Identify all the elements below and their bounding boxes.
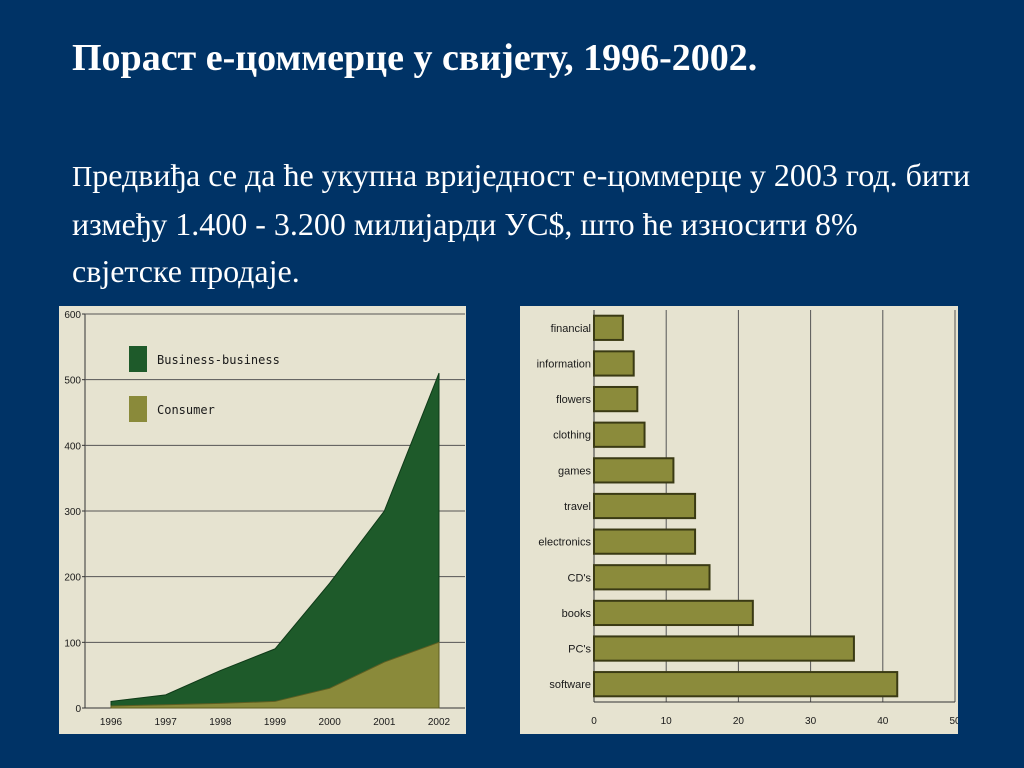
- y-tick-label: 200: [64, 573, 81, 584]
- body-rest: редвиђа се да ће укупна вриједност е-цом…: [72, 157, 971, 289]
- x-tick-label: 50: [949, 716, 958, 727]
- legend-swatch: [129, 346, 147, 372]
- category-label: games: [558, 465, 592, 477]
- y-tick-label: 600: [64, 310, 81, 321]
- ecommerce-categories-bar-chart: 0 10 20 30 40 50 financial information flowers cl…: [520, 306, 958, 734]
- bar: [593, 421, 646, 448]
- x-tick-label: 2001: [373, 717, 396, 728]
- bar: [593, 599, 754, 627]
- bar: [593, 457, 675, 484]
- category-label: information: [537, 358, 591, 370]
- bar-chart-svg: 0 10 20 30 40 50 financial information flowers cl…: [537, 310, 958, 727]
- y-tick-label: 300: [64, 507, 81, 518]
- legend-label: Business-business: [157, 353, 280, 367]
- x-tick-label: 2002: [428, 717, 451, 728]
- bar: [593, 528, 697, 555]
- category-label: clothing: [553, 430, 591, 442]
- category-label: electronics: [538, 537, 591, 549]
- x-tick-label: 2000: [319, 717, 342, 728]
- category-label: travel: [564, 501, 591, 513]
- bar: [593, 350, 635, 377]
- y-tick-label: 0: [75, 704, 81, 715]
- series-area-consumer: [110, 641, 440, 709]
- category-label: PC's: [568, 644, 591, 656]
- slide-body-text: Предвиђа се да ће укупна вриједност е-цо…: [72, 152, 972, 295]
- category-label: flowers: [556, 394, 591, 406]
- y-tick-label: 500: [64, 376, 81, 387]
- slide-title: Пораст е-цоммерце у свијету, 1996-2002.: [72, 37, 758, 79]
- x-tick-label: 1996: [100, 717, 123, 728]
- x-tick-label: 40: [877, 716, 889, 727]
- ecommerce-growth-area-chart: 0 100 200 300 400 500 600 1996 1997 1998 1999 2000 2…: [59, 306, 466, 734]
- bar: [593, 671, 899, 698]
- category-label: software: [549, 679, 591, 691]
- x-tick-label: 10: [661, 716, 673, 727]
- y-tick-label: 400: [64, 441, 81, 452]
- legend-label: Consumer: [157, 403, 215, 417]
- bar: [593, 314, 624, 341]
- x-tick-label: 1998: [209, 717, 232, 728]
- legend-swatch: [129, 396, 147, 422]
- x-tick-label: 30: [805, 716, 817, 727]
- y-tick-label: 100: [64, 638, 81, 649]
- body-first-letter: П: [72, 162, 93, 193]
- x-tick-label: 1997: [155, 717, 178, 728]
- series-area-business-business: [110, 372, 440, 709]
- x-tick-label: 0: [591, 716, 597, 727]
- bar: [593, 564, 711, 591]
- x-tick-label: 1999: [264, 717, 287, 728]
- category-label: CD's: [568, 572, 592, 584]
- bar: [593, 635, 855, 662]
- category-label: books: [562, 608, 592, 620]
- area-chart-svg: 0 100 200 300 400 500 600 1996 1997 1998 1999 2000 2…: [64, 310, 465, 728]
- bar: [593, 385, 639, 413]
- bar: [593, 492, 697, 520]
- x-tick-label: 20: [733, 716, 745, 727]
- category-label: financial: [551, 323, 591, 335]
